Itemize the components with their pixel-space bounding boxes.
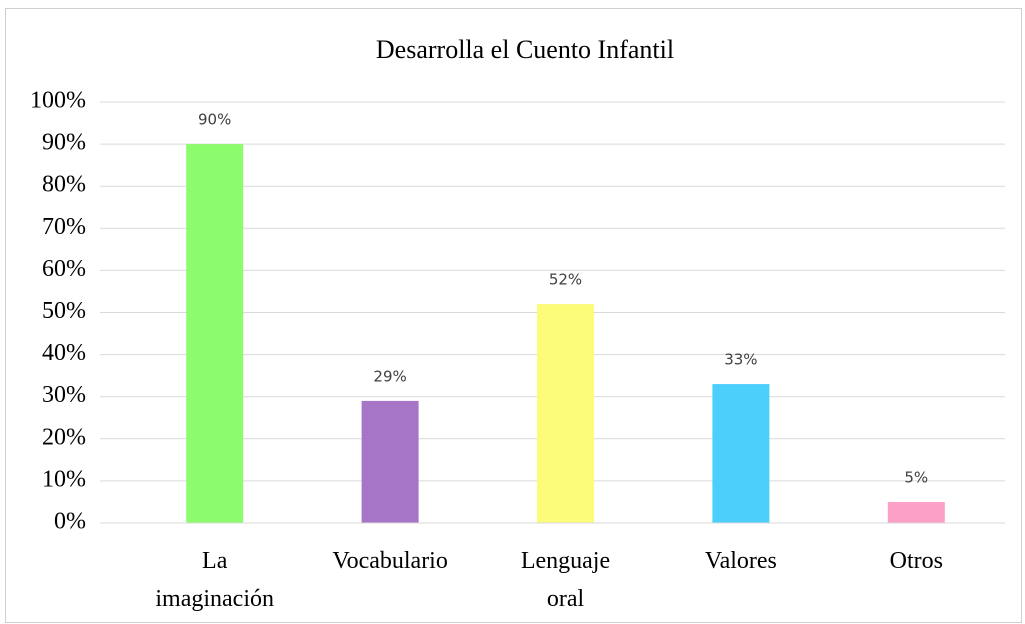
y-tick-label: 20%	[42, 424, 86, 450]
y-tick-label: 50%	[42, 298, 86, 324]
x-tick-label: Lenguaje oral	[520, 548, 611, 612]
y-tick-label: 10%	[42, 466, 86, 492]
x-tick-label: Valores	[704, 548, 777, 574]
data-label: 90%	[198, 111, 231, 129]
bar	[361, 400, 419, 523]
chart-border	[5, 8, 1022, 623]
bar	[537, 304, 594, 523]
data-label: 5%	[904, 468, 928, 486]
y-tick-label: 70%	[42, 214, 86, 240]
chart-title: Desarrolla el Cuento Infantil	[376, 35, 674, 64]
x-tick-label: Vocabulario	[332, 548, 448, 574]
data-label: 29%	[373, 367, 406, 385]
y-tick-label: 80%	[42, 172, 86, 198]
x-tick-label: La imaginación	[155, 548, 274, 612]
data-label: 33%	[724, 351, 757, 369]
y-tick-label: 60%	[42, 256, 86, 282]
bar	[712, 384, 770, 523]
y-tick-label: 30%	[42, 382, 86, 408]
y-tick-label: 40%	[42, 340, 86, 366]
y-tick-label: 0%	[54, 509, 86, 535]
y-tick-label: 90%	[42, 130, 86, 156]
y-tick-label: 100%	[30, 88, 86, 114]
bar	[887, 501, 945, 523]
bar	[186, 144, 244, 523]
data-label: 52%	[549, 271, 582, 289]
x-tick-label: Otros	[889, 548, 943, 574]
